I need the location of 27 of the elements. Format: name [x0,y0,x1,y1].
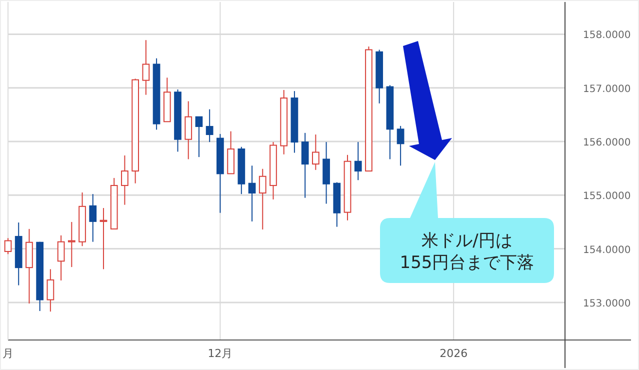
y-tick-label: 157.0000 [583,84,631,95]
candlestick [121,154,128,206]
candlestick [68,221,76,268]
candlestick [142,40,150,96]
candlestick [184,100,192,160]
candlestick [258,168,266,230]
x-tick-label: 2026 [440,347,468,360]
y-tick-label: 153.0000 [583,298,631,310]
y-tick-label: 156.0000 [583,137,631,148]
candlestick [312,134,320,170]
y-tick-label: 158.0000 [583,30,631,42]
candlestick [206,108,214,143]
candlestick [100,208,108,270]
y-tick-label: 154.0000 [583,244,631,256]
candlestick [301,132,309,198]
candlestick [89,194,97,242]
x-tick-label: 月 [2,347,14,360]
candlestick [46,268,54,312]
candlestick [195,116,203,158]
candlestick [354,142,362,181]
candlestick [248,165,256,222]
candlestick [4,238,12,255]
candlestick [396,125,404,166]
candlestick [57,234,65,281]
y-tick-label: 155.0000 [583,191,631,202]
annotation: 米ドル/円は 155円台まで下落 [400,231,534,273]
x-tick-label: 12月 [208,347,233,360]
